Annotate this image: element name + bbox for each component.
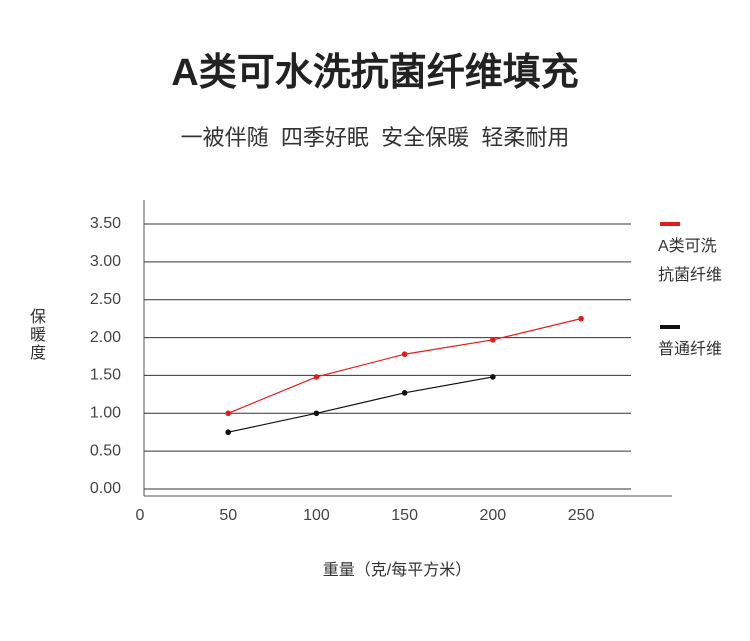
x-tick-label: 100 — [303, 507, 330, 524]
x-tick-label: 200 — [480, 507, 507, 524]
series-line — [228, 376, 493, 433]
y-axis-label: 保暖度 — [30, 308, 46, 362]
data-point — [401, 351, 408, 358]
y-tick-label: 3.00 — [90, 253, 121, 270]
chart-title: A类可水洗抗菌纤维填充 — [171, 52, 578, 94]
chart-subtitle: 一被伴随 四季好眠 安全保暖 轻柔耐用 — [181, 125, 570, 150]
y-tick-label: 0.50 — [90, 442, 121, 459]
data-point — [490, 374, 496, 380]
series-line — [227, 318, 582, 414]
x-tick-label: 50 — [219, 507, 237, 524]
y-tick-label: 1.00 — [90, 405, 121, 422]
legend-label: A类可洗抗菌纤维 — [658, 237, 722, 284]
x-tick-label: 250 — [568, 507, 595, 524]
data-point — [313, 374, 320, 380]
data-point — [225, 410, 232, 417]
y-tick-label: 3.50 — [90, 215, 121, 232]
legend-label: 普通纤维 — [658, 340, 722, 358]
data-point — [313, 410, 320, 417]
data-point — [490, 337, 496, 343]
data-point — [225, 429, 232, 436]
y-tick-label: 0.00 — [90, 480, 121, 497]
x-tick-label: 150 — [391, 507, 418, 524]
y-tick-label: 2.50 — [90, 291, 121, 308]
data-point — [401, 390, 408, 396]
y-tick-label: 2.00 — [90, 329, 121, 346]
data-point — [578, 315, 584, 322]
x-tick-label: 0 — [136, 507, 145, 524]
y-tick-label: 1.50 — [90, 367, 121, 384]
x-axis-label: 重量（克/每平方米） — [323, 561, 471, 579]
